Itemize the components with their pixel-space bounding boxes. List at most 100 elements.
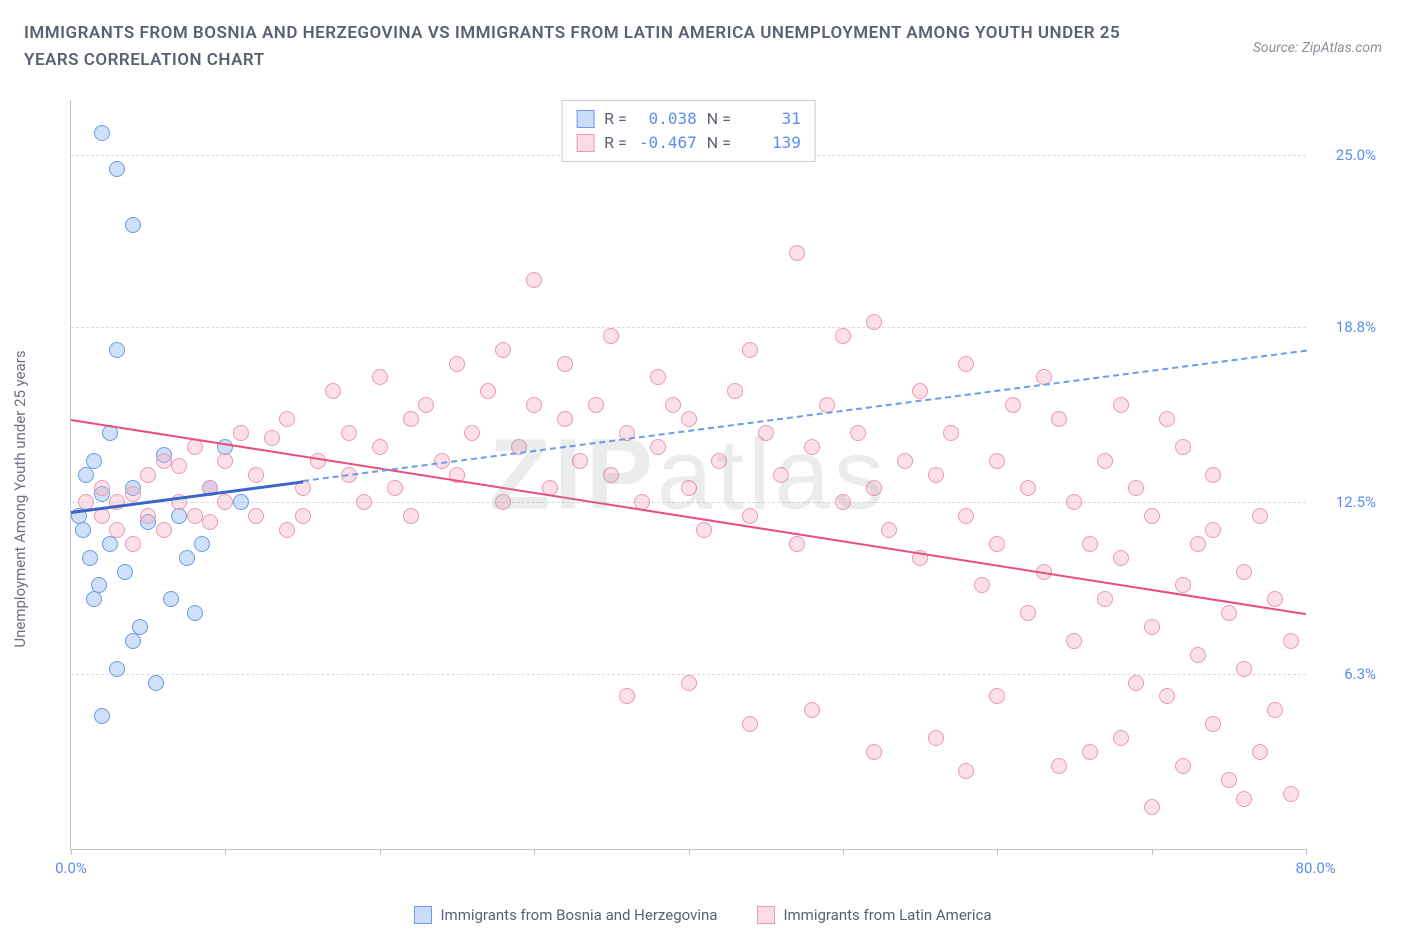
latin-point (989, 536, 1005, 552)
y-tick-label: 6.3% (1344, 665, 1376, 683)
swatch-pink-icon (757, 906, 775, 924)
latin-point (1097, 591, 1113, 607)
latin-point (217, 453, 233, 469)
latin-point (681, 675, 697, 691)
latin-point (1082, 744, 1098, 760)
latin-point (557, 411, 573, 427)
x-tick (225, 849, 226, 855)
latin-point (912, 383, 928, 399)
plot-area: ZIPatlas R = 0.038 N = 31 R = -0.467 N =… (70, 100, 1306, 850)
latin-point (1051, 758, 1067, 774)
latin-point (1236, 661, 1252, 677)
latin-point (94, 480, 110, 496)
bottom-legend-latin: Immigrants from Latin America (757, 906, 991, 924)
x-tick (1306, 849, 1307, 855)
latin-point (1113, 397, 1129, 413)
latin-point (789, 245, 805, 261)
latin-point (418, 397, 434, 413)
latin-point (928, 467, 944, 483)
bottom-legend-bosnia: Immigrants from Bosnia and Herzegovina (414, 906, 717, 924)
latin-point (804, 702, 820, 718)
latin-point (835, 328, 851, 344)
latin-point (1097, 453, 1113, 469)
bosnia-point (179, 550, 195, 566)
latin-point (866, 480, 882, 496)
bosnia-point (148, 675, 164, 691)
latin-point (356, 494, 372, 510)
latin-point (557, 356, 573, 372)
latin-point (665, 397, 681, 413)
latin-point (727, 383, 743, 399)
latin-point (325, 383, 341, 399)
latin-point (1205, 467, 1221, 483)
latin-point (279, 411, 295, 427)
latin-point (881, 522, 897, 538)
x-tick-label: 80.0% (1296, 859, 1336, 877)
latin-point (1159, 688, 1175, 704)
latin-point (1175, 439, 1191, 455)
latin-point (248, 467, 264, 483)
latin-point (125, 486, 141, 502)
latin-point (866, 744, 882, 760)
bosnia-point (125, 217, 141, 233)
latin-point (109, 522, 125, 538)
legend-row-bosnia: R = 0.038 N = 31 (576, 107, 801, 131)
latin-point (156, 522, 172, 538)
latin-point (217, 494, 233, 510)
latin-point (989, 688, 1005, 704)
bosnia-point (194, 536, 210, 552)
x-tick (1152, 849, 1153, 855)
latin-point (603, 328, 619, 344)
bosnia-point (171, 508, 187, 524)
latin-point (742, 508, 758, 524)
latin-point (1020, 480, 1036, 496)
bosnia-point (78, 467, 94, 483)
latin-point (1236, 564, 1252, 580)
bosnia-point (187, 605, 203, 621)
bosnia-point (117, 564, 133, 580)
x-tick (71, 849, 72, 855)
x-tick (689, 849, 690, 855)
latin-point (1175, 758, 1191, 774)
latin-point (773, 467, 789, 483)
bosnia-point (94, 708, 110, 724)
latin-point (295, 508, 311, 524)
latin-point (264, 430, 280, 446)
x-tick (997, 849, 998, 855)
bosnia-point (163, 591, 179, 607)
latin-point (372, 369, 388, 385)
latin-point (1175, 577, 1191, 593)
swatch-blue-icon (576, 110, 594, 128)
y-tick-label: 12.5% (1336, 493, 1376, 511)
swatch-pink-icon (576, 134, 594, 152)
bosnia-point (94, 125, 110, 141)
latin-point (140, 467, 156, 483)
latin-point (526, 272, 542, 288)
latin-point (1221, 772, 1237, 788)
latin-point (1020, 605, 1036, 621)
y-axis-label: Unemployment Among Youth under 25 years (11, 350, 29, 647)
latin-point (650, 369, 666, 385)
latin-point (588, 397, 604, 413)
latin-point (758, 425, 774, 441)
latin-point (711, 453, 727, 469)
latin-point (1267, 702, 1283, 718)
bosnia-point (86, 453, 102, 469)
x-tick-label: 0.0% (55, 859, 87, 877)
latin-point (974, 577, 990, 593)
bosnia-point (86, 591, 102, 607)
latin-point (248, 508, 264, 524)
latin-point (279, 522, 295, 538)
latin-point (943, 425, 959, 441)
latin-point (1144, 508, 1160, 524)
x-tick (380, 849, 381, 855)
x-tick (534, 849, 535, 855)
latin-point (156, 453, 172, 469)
latin-point (835, 494, 851, 510)
latin-point (403, 411, 419, 427)
latin-point (1221, 605, 1237, 621)
watermark: ZIPatlas (489, 417, 888, 532)
latin-point (1113, 730, 1129, 746)
bosnia-point (82, 550, 98, 566)
bosnia-point (109, 161, 125, 177)
